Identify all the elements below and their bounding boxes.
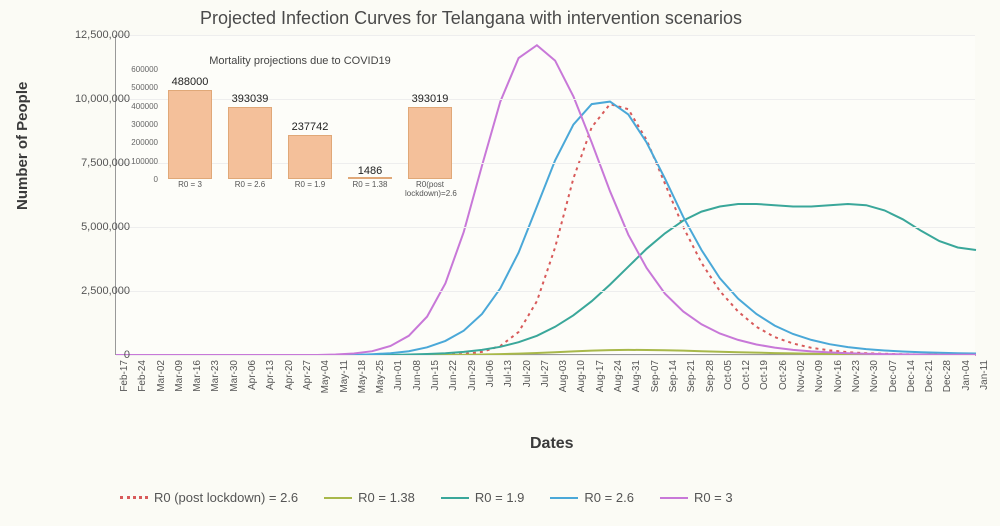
inset-y-tick: 0 bbox=[118, 175, 158, 184]
x-tick-label: Oct-19 bbox=[759, 360, 770, 410]
x-tick-label: Nov-02 bbox=[796, 360, 807, 410]
inset-y-tick: 200000 bbox=[118, 138, 158, 147]
inset-bar bbox=[348, 177, 392, 179]
x-tick-label: Nov-30 bbox=[869, 360, 880, 410]
legend-swatch bbox=[441, 497, 469, 499]
legend-swatch bbox=[550, 497, 578, 499]
x-tick-label: Mar-02 bbox=[156, 360, 167, 410]
legend-label: R0 = 1.9 bbox=[475, 490, 525, 505]
x-tick-label: Jun-01 bbox=[393, 360, 404, 410]
x-tick-label: Dec-14 bbox=[906, 360, 917, 410]
x-tick-label: Aug-31 bbox=[631, 360, 642, 410]
x-tick-label: Feb-17 bbox=[119, 360, 130, 410]
gridline bbox=[116, 355, 975, 356]
x-tick-label: Jul-13 bbox=[503, 360, 514, 410]
x-tick-label: Mar-09 bbox=[174, 360, 185, 410]
inset-y-tick: 600000 bbox=[118, 65, 158, 74]
x-tick-label: Nov-09 bbox=[814, 360, 825, 410]
x-tick-label: Dec-28 bbox=[942, 360, 953, 410]
y-tick-label: 5,000,000 bbox=[60, 221, 130, 233]
x-tick-label: Sep-14 bbox=[668, 360, 679, 410]
legend-swatch bbox=[120, 496, 148, 499]
x-tick-label: Dec-07 bbox=[888, 360, 899, 410]
inset-bar-value: 488000 bbox=[165, 76, 215, 88]
inset-bar bbox=[408, 107, 452, 179]
x-tick-label: May-18 bbox=[357, 360, 368, 410]
inset-bar-value: 393019 bbox=[405, 93, 455, 105]
x-tick-label: Jun-15 bbox=[430, 360, 441, 410]
legend-item: R0 (post lockdown) = 2.6 bbox=[120, 490, 298, 505]
x-tick-label: Aug-24 bbox=[613, 360, 624, 410]
gridline bbox=[116, 35, 975, 36]
x-tick-label: Jun-08 bbox=[412, 360, 423, 410]
y-tick-label: 12,500,000 bbox=[60, 29, 130, 41]
x-tick-label: Mar-16 bbox=[192, 360, 203, 410]
inset-category-label: R0 = 1.9 bbox=[285, 181, 335, 190]
legend-swatch bbox=[660, 497, 688, 499]
x-tick-label: Nov-23 bbox=[851, 360, 862, 410]
legend: R0 (post lockdown) = 2.6 R0 = 1.38 R0 = 1.… bbox=[120, 490, 733, 505]
x-tick-label: Oct-12 bbox=[741, 360, 752, 410]
x-tick-label: Nov-16 bbox=[833, 360, 844, 410]
x-tick-label: Jul-20 bbox=[522, 360, 533, 410]
legend-label: R0 = 1.38 bbox=[358, 490, 415, 505]
x-tick-label: Jun-22 bbox=[448, 360, 459, 410]
legend-item: R0 = 1.38 bbox=[324, 490, 415, 505]
inset-bar-value: 393039 bbox=[225, 93, 275, 105]
inset-title: Mortality projections due to COVID19 bbox=[140, 55, 460, 67]
inset-bar-value: 237742 bbox=[285, 121, 335, 133]
x-tick-label: Jul-27 bbox=[540, 360, 551, 410]
inset-bar bbox=[288, 135, 332, 179]
x-tick-label: Oct-26 bbox=[778, 360, 789, 410]
x-tick-label: Apr-06 bbox=[247, 360, 258, 410]
chart-title: Projected Infection Curves for Telangana… bbox=[200, 8, 742, 29]
x-tick-label: Aug-17 bbox=[595, 360, 606, 410]
x-tick-label: Jun-29 bbox=[467, 360, 478, 410]
inset-bar bbox=[168, 90, 212, 179]
x-tick-label: Dec-21 bbox=[924, 360, 935, 410]
x-tick-label: Aug-10 bbox=[576, 360, 587, 410]
legend-label: R0 = 3 bbox=[694, 490, 733, 505]
legend-item: R0 = 3 bbox=[660, 490, 733, 505]
inset-chart: Mortality projections due to COVID19 010… bbox=[140, 55, 460, 205]
y-axis-label: Number of People bbox=[14, 82, 31, 210]
x-tick-label: Sep-07 bbox=[650, 360, 661, 410]
x-tick-label: Sep-21 bbox=[686, 360, 697, 410]
y-tick-label: 7,500,000 bbox=[60, 157, 130, 169]
x-tick-label: May-25 bbox=[375, 360, 386, 410]
inset-bar bbox=[228, 107, 272, 179]
x-tick-label: May-04 bbox=[320, 360, 331, 410]
inset-category-label: R0(post lockdown)=2.6 bbox=[405, 181, 455, 199]
inset-category-label: R0 = 1.38 bbox=[345, 181, 395, 190]
inset-category-label: R0 = 3 bbox=[165, 181, 215, 190]
x-tick-label: Apr-27 bbox=[302, 360, 313, 410]
x-axis-label: Dates bbox=[530, 435, 574, 453]
x-tick-label: Mar-30 bbox=[229, 360, 240, 410]
x-tick-label: Mar-23 bbox=[210, 360, 221, 410]
legend-label: R0 (post lockdown) = 2.6 bbox=[154, 490, 298, 505]
inset-plot-area: 0100000200000300000400000500000600000488… bbox=[160, 69, 460, 179]
inset-y-tick: 500000 bbox=[118, 83, 158, 92]
x-tick-label: Sep-28 bbox=[705, 360, 716, 410]
x-tick-label: Apr-13 bbox=[265, 360, 276, 410]
inset-y-tick: 300000 bbox=[118, 120, 158, 129]
legend-item: R0 = 1.9 bbox=[441, 490, 525, 505]
gridline bbox=[116, 291, 975, 292]
x-tick-label: Jan-04 bbox=[961, 360, 972, 410]
legend-label: R0 = 2.6 bbox=[584, 490, 634, 505]
legend-swatch bbox=[324, 497, 352, 499]
inset-category-label: R0 = 2.6 bbox=[225, 181, 275, 190]
y-tick-label: 10,000,000 bbox=[60, 93, 130, 105]
x-tick-label: Apr-20 bbox=[284, 360, 295, 410]
x-tick-label: Jul-06 bbox=[485, 360, 496, 410]
x-tick-label: Aug-03 bbox=[558, 360, 569, 410]
x-tick-label: Feb-24 bbox=[137, 360, 148, 410]
x-tick-label: Jan-11 bbox=[979, 360, 990, 410]
x-tick-label: May-11 bbox=[339, 360, 350, 410]
y-tick-label: 2,500,000 bbox=[60, 285, 130, 297]
legend-item: R0 = 2.6 bbox=[550, 490, 634, 505]
x-tick-label: Oct-05 bbox=[723, 360, 734, 410]
gridline bbox=[116, 227, 975, 228]
inset-bar-value: 1486 bbox=[345, 165, 395, 177]
